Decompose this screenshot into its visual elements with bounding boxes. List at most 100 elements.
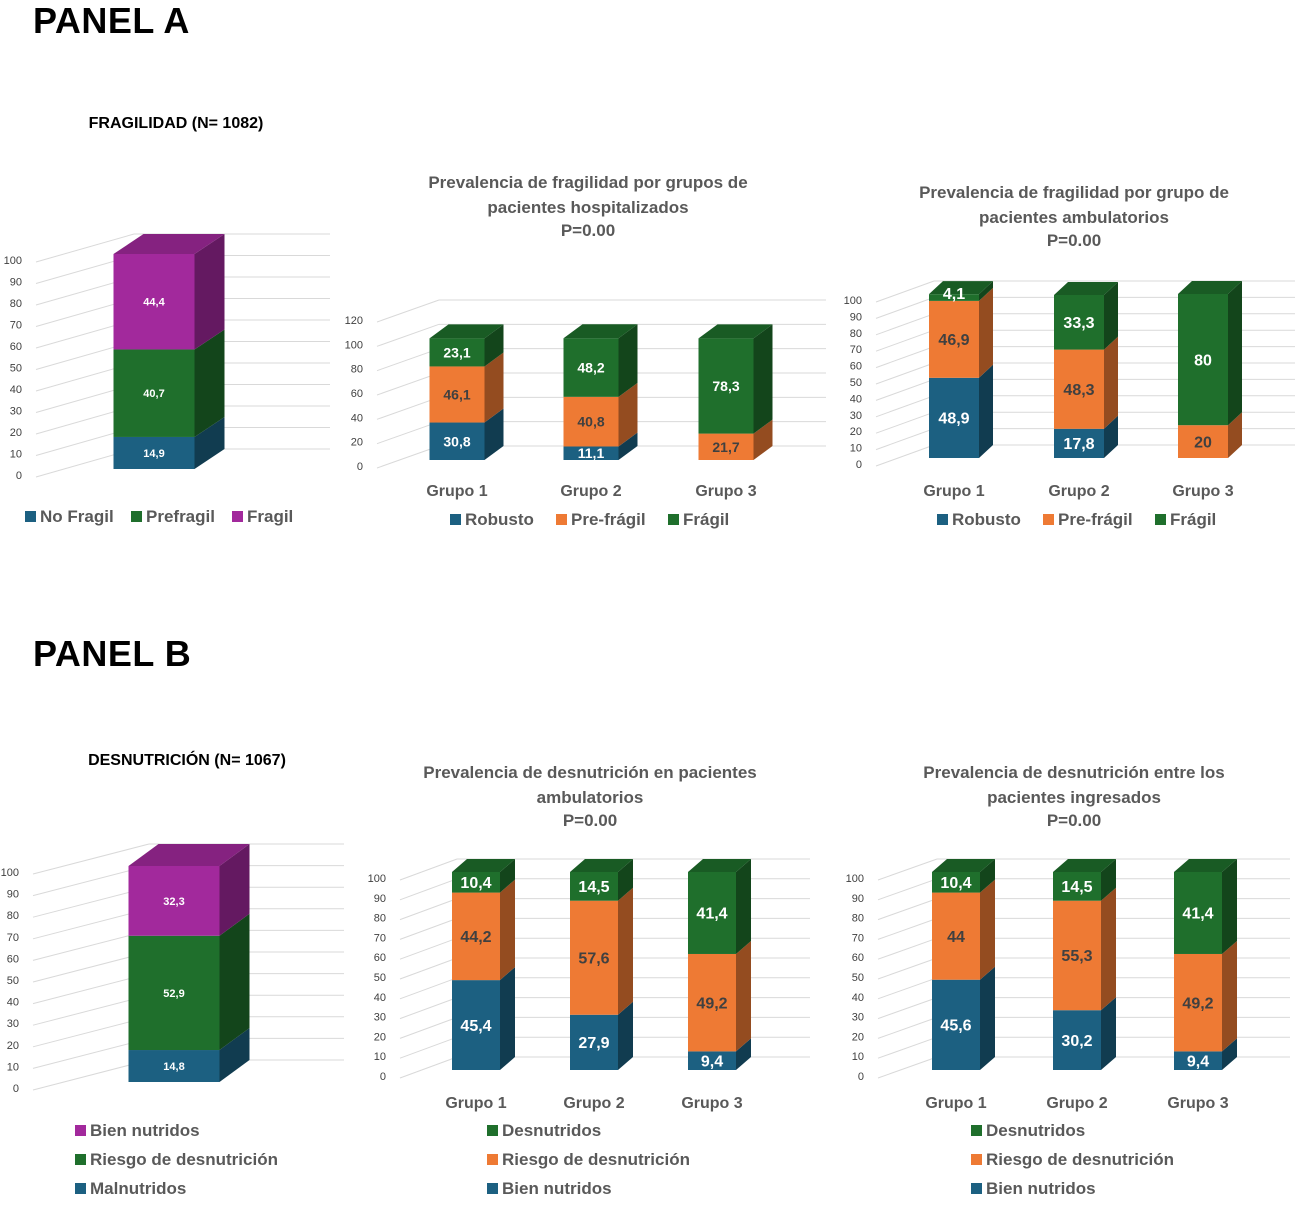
legend-label: Desnutridos bbox=[986, 1121, 1085, 1140]
bar-segment bbox=[1053, 887, 1116, 1011]
y-tick-label: 60 bbox=[850, 361, 862, 373]
bar-top bbox=[113, 234, 225, 254]
bar-side bbox=[618, 1001, 633, 1070]
y-tick-label: 70 bbox=[850, 344, 862, 356]
x-category-label: Grupo 1 bbox=[923, 483, 984, 500]
legend-swatch bbox=[1155, 514, 1166, 525]
gridlines bbox=[399, 858, 810, 1079]
gridline-slant bbox=[399, 1016, 458, 1039]
gridline-slant bbox=[875, 329, 935, 352]
x-category-label: Grupo 3 bbox=[1172, 483, 1233, 500]
x-category-label: Grupo 1 bbox=[445, 1095, 506, 1112]
bar-segment bbox=[429, 352, 504, 423]
bar-front bbox=[113, 436, 195, 469]
y-tick-label: 50 bbox=[374, 972, 386, 984]
y-tick-label: 80 bbox=[850, 328, 862, 340]
gridline-slant bbox=[875, 313, 935, 336]
bar-top bbox=[1178, 281, 1242, 294]
bar-front bbox=[1174, 953, 1222, 1052]
legend-swatch bbox=[668, 514, 679, 525]
y-tick-label: 90 bbox=[7, 889, 19, 901]
gridline-slant bbox=[875, 444, 935, 467]
data-label: 46,1 bbox=[443, 387, 470, 403]
bar-front bbox=[929, 294, 979, 301]
data-label: 48,9 bbox=[938, 411, 969, 428]
chart-title-line: pacientes ambulatorios bbox=[979, 208, 1169, 227]
bar-side bbox=[194, 234, 225, 350]
bar-segment bbox=[1174, 940, 1237, 1052]
data-label: 40,8 bbox=[577, 414, 604, 430]
y-tick-label: 100 bbox=[846, 873, 864, 885]
y-tick-label: 40 bbox=[374, 992, 386, 1004]
bar-front bbox=[429, 366, 485, 423]
gridline-slant bbox=[877, 957, 938, 980]
y-tick-label: 70 bbox=[852, 932, 864, 944]
bar-side bbox=[500, 967, 515, 1070]
chart-2: Prevalencia de fragilidad por grupos de p… bbox=[345, 173, 826, 529]
data-label: 23,1 bbox=[443, 344, 470, 360]
legend-swatch bbox=[75, 1125, 86, 1136]
bar-side bbox=[1104, 336, 1118, 429]
legend-label: No Fragil bbox=[40, 507, 114, 526]
legend-entry: Frágil bbox=[1155, 510, 1216, 529]
gridline-slant bbox=[875, 428, 935, 451]
chart-1: FRAGILIDAD (N= 1082) 0 10 20 30 40 50 60 70 80 90 1… bbox=[4, 115, 330, 526]
legend-label: Malnutridos bbox=[90, 1179, 186, 1198]
bar-side bbox=[1228, 281, 1242, 426]
legend-swatch bbox=[450, 514, 461, 525]
bar-front bbox=[688, 953, 736, 1052]
bar-side bbox=[618, 432, 638, 460]
gridline-slant bbox=[399, 1036, 458, 1059]
data-label: 49,2 bbox=[1182, 995, 1213, 1012]
data-label: 14,9 bbox=[143, 448, 164, 460]
bar-top bbox=[929, 281, 993, 295]
bar-top bbox=[932, 859, 995, 872]
legend-swatch bbox=[25, 511, 36, 522]
bar-side bbox=[1222, 1038, 1237, 1070]
y-tick-label: 60 bbox=[10, 341, 22, 353]
legend-swatch bbox=[971, 1183, 982, 1194]
legend-swatch bbox=[75, 1154, 86, 1165]
bar-side bbox=[1222, 859, 1237, 954]
bar-front bbox=[128, 866, 220, 936]
data-label: 32,3 bbox=[163, 896, 184, 908]
bar-side bbox=[1101, 859, 1116, 901]
x-category-label: Grupo 2 bbox=[560, 483, 621, 500]
bar-segment bbox=[128, 1028, 250, 1082]
data-label: 41,4 bbox=[1182, 906, 1213, 923]
gridline-slant bbox=[877, 878, 938, 901]
bar-segment bbox=[570, 1001, 633, 1070]
bar-side bbox=[980, 966, 995, 1070]
bar-segment bbox=[563, 432, 638, 460]
bar-side bbox=[618, 324, 638, 397]
bar-front bbox=[932, 979, 980, 1070]
gridline-slant bbox=[877, 937, 938, 960]
bar-segment bbox=[932, 879, 995, 980]
data-label: 27,9 bbox=[578, 1035, 609, 1052]
data-label: 10,4 bbox=[460, 875, 491, 892]
y-tick-label: 30 bbox=[850, 410, 862, 422]
gridline-slant bbox=[875, 411, 935, 434]
legend-entry: Bien nutridos bbox=[75, 1121, 200, 1140]
gridline-slant bbox=[376, 348, 440, 372]
gridline-slant bbox=[399, 1056, 458, 1079]
legend-label: Bien nutridos bbox=[90, 1121, 200, 1140]
bar-segment bbox=[698, 324, 773, 434]
bar-side bbox=[618, 887, 633, 1015]
legend-entry: Bien nutridos bbox=[487, 1179, 612, 1198]
chart-6: Prevalencia de desnutrición entre los pac… bbox=[846, 763, 1290, 1198]
bar-front bbox=[1053, 872, 1101, 901]
y-tick-label: 20 bbox=[351, 437, 363, 449]
bar-segment bbox=[1053, 997, 1116, 1070]
y-tick-label: 10 bbox=[852, 1051, 864, 1063]
data-label: 45,4 bbox=[460, 1018, 491, 1035]
data-label: 44,2 bbox=[460, 929, 491, 946]
legend-swatch bbox=[971, 1154, 982, 1165]
panel-b-label: PANEL B bbox=[33, 633, 192, 674]
legend-entry: Desnutridos bbox=[487, 1121, 601, 1140]
bar-front bbox=[452, 892, 500, 981]
bar-segment bbox=[570, 887, 633, 1015]
data-label: 33,3 bbox=[1063, 315, 1094, 332]
y-tick-label: 30 bbox=[852, 1012, 864, 1024]
y-tick-label: 90 bbox=[374, 893, 386, 905]
